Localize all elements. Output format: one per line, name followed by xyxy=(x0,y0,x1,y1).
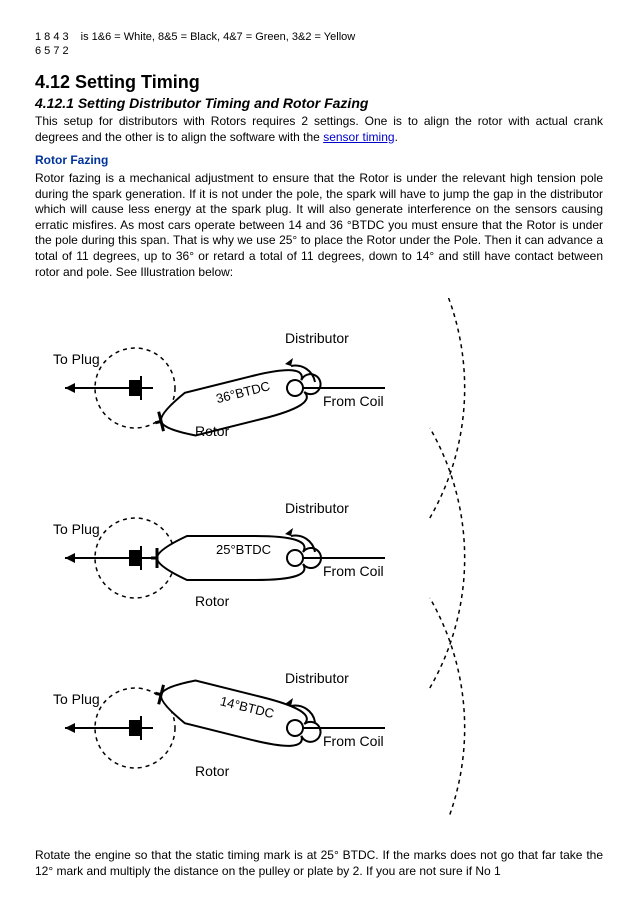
bottom-paragraph: Rotate the engine so that the static tim… xyxy=(35,848,603,879)
section-heading: 4.12 Setting Timing xyxy=(35,71,603,94)
svg-text:To Plug: To Plug xyxy=(53,691,100,707)
rotor-fazing-heading: Rotor Fazing xyxy=(35,153,603,169)
svg-text:Distributor: Distributor xyxy=(285,670,349,686)
rotor-fazing-paragraph: Rotor fazing is a mechanical adjustment … xyxy=(35,171,603,280)
subsection-heading: 4.12.1 Setting Distributor Timing and Ro… xyxy=(35,94,603,112)
firing-order-numbers: 1 8 4 3 6 5 7 2 xyxy=(35,30,69,59)
firing-order-desc: is 1&6 = White, 8&5 = Black, 4&7 = Green… xyxy=(81,30,356,59)
svg-text:25°BTDC: 25°BTDC xyxy=(216,542,271,557)
svg-text:To Plug: To Plug xyxy=(53,351,100,367)
rotor-diagrams: 36°BTDCDistributorTo PlugRotorFrom Coil2… xyxy=(35,298,603,818)
svg-text:From Coil: From Coil xyxy=(323,563,384,579)
svg-text:From Coil: From Coil xyxy=(323,733,384,749)
svg-text:Rotor: Rotor xyxy=(195,423,230,439)
svg-text:Rotor: Rotor xyxy=(195,763,230,779)
svg-text:Distributor: Distributor xyxy=(285,330,349,346)
svg-text:To Plug: To Plug xyxy=(53,521,100,537)
firing-order-block: 1 8 4 3 6 5 7 2 is 1&6 = White, 8&5 = Bl… xyxy=(35,30,603,59)
svg-text:Rotor: Rotor xyxy=(195,593,230,609)
sensor-timing-link[interactable]: sensor timing xyxy=(323,130,394,144)
intro-paragraph: This setup for distributors with Rotors … xyxy=(35,114,603,145)
rotor-diagram-svg: 36°BTDCDistributorTo PlugRotorFrom Coil2… xyxy=(35,298,595,818)
svg-text:Distributor: Distributor xyxy=(285,500,349,516)
svg-text:From Coil: From Coil xyxy=(323,393,384,409)
